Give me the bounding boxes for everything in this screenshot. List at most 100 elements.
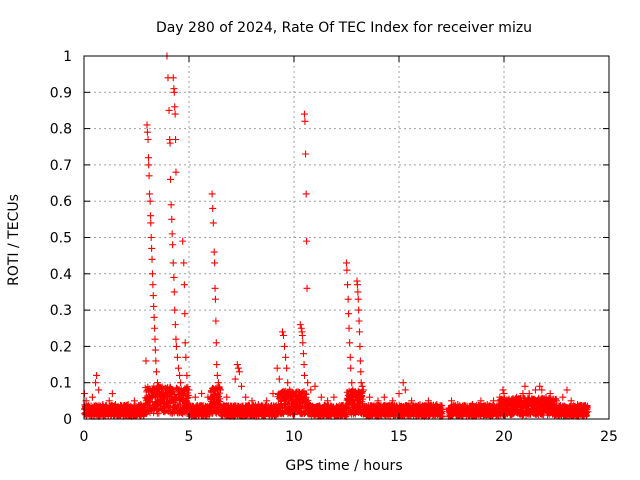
y-tick-label: 0.7 bbox=[50, 158, 72, 174]
data-point bbox=[151, 346, 159, 354]
data-point bbox=[282, 353, 290, 361]
data-point bbox=[519, 390, 527, 398]
x-axis-label: GPS time / hours bbox=[285, 458, 402, 474]
y-tick-label: 0.2 bbox=[50, 339, 72, 355]
data-point bbox=[343, 259, 350, 267]
data-point bbox=[150, 313, 158, 321]
data-point bbox=[499, 386, 507, 394]
data-point bbox=[191, 393, 199, 401]
data-point bbox=[158, 390, 166, 398]
data-point bbox=[169, 241, 177, 249]
data-point bbox=[118, 404, 126, 412]
data-point bbox=[448, 397, 455, 405]
data-point bbox=[280, 332, 287, 340]
data-point bbox=[521, 382, 529, 390]
data-point bbox=[345, 324, 353, 332]
data-point bbox=[278, 328, 286, 336]
data-point bbox=[181, 339, 189, 347]
data-point bbox=[357, 368, 365, 376]
data-point bbox=[172, 135, 180, 143]
data-point bbox=[299, 350, 307, 358]
data-point bbox=[553, 397, 560, 405]
data-point bbox=[145, 161, 153, 169]
data-point bbox=[433, 400, 441, 408]
data-point bbox=[542, 393, 550, 401]
data-point bbox=[416, 400, 424, 408]
data-point bbox=[173, 353, 181, 361]
data-points bbox=[80, 52, 592, 416]
data-point bbox=[142, 357, 150, 365]
data-point bbox=[301, 117, 309, 125]
data-point bbox=[168, 230, 176, 238]
data-point bbox=[169, 259, 177, 267]
data-point bbox=[355, 317, 363, 325]
data-point bbox=[284, 379, 292, 387]
data-point bbox=[303, 284, 311, 292]
x-axis: 0 5 10 15 20 25 bbox=[80, 56, 618, 445]
data-point bbox=[401, 386, 409, 394]
data-point bbox=[234, 364, 242, 372]
data-point bbox=[437, 404, 445, 412]
data-point bbox=[209, 219, 217, 227]
data-point bbox=[281, 342, 289, 350]
data-point bbox=[209, 204, 217, 212]
data-point bbox=[198, 390, 206, 398]
data-point bbox=[170, 273, 178, 281]
data-point bbox=[149, 281, 157, 289]
data-point bbox=[346, 339, 354, 347]
data-point bbox=[300, 361, 308, 369]
data-point bbox=[395, 390, 403, 398]
data-point bbox=[212, 317, 220, 325]
x-tick-label: 20 bbox=[495, 429, 513, 445]
data-point bbox=[172, 168, 180, 176]
data-point bbox=[93, 371, 101, 379]
data-point bbox=[424, 397, 432, 405]
y-tick-label: 0.9 bbox=[50, 85, 72, 101]
data-point bbox=[92, 379, 100, 387]
data-point bbox=[263, 397, 271, 405]
data-point bbox=[269, 390, 277, 398]
data-point bbox=[532, 386, 539, 394]
data-point bbox=[301, 110, 308, 118]
data-point bbox=[95, 386, 103, 394]
data-point bbox=[574, 400, 581, 408]
data-point bbox=[248, 397, 256, 405]
data-point bbox=[357, 379, 365, 387]
data-point bbox=[408, 397, 416, 405]
data-point bbox=[152, 368, 160, 376]
y-tick-label: 1 bbox=[63, 49, 72, 65]
data-point bbox=[254, 400, 262, 408]
data-point bbox=[303, 237, 311, 245]
dense-point-cloud bbox=[81, 383, 591, 420]
data-point bbox=[356, 342, 364, 350]
data-point bbox=[154, 379, 161, 387]
data-point bbox=[296, 321, 304, 329]
data-point bbox=[144, 135, 152, 143]
data-point bbox=[536, 382, 544, 390]
data-point bbox=[242, 393, 250, 401]
data-point bbox=[168, 215, 176, 223]
data-point bbox=[152, 357, 160, 365]
data-point bbox=[298, 332, 306, 340]
data-point bbox=[235, 368, 243, 376]
data-point bbox=[105, 397, 113, 405]
data-point bbox=[155, 382, 163, 390]
data-point bbox=[346, 353, 354, 361]
data-point bbox=[176, 371, 184, 379]
data-point bbox=[283, 364, 291, 372]
data-point bbox=[477, 397, 485, 405]
data-point bbox=[177, 379, 185, 387]
data-point bbox=[175, 364, 182, 372]
data-point bbox=[144, 154, 152, 162]
data-point bbox=[490, 397, 497, 405]
data-point bbox=[353, 281, 361, 289]
data-point bbox=[146, 197, 154, 205]
data-point bbox=[212, 339, 220, 347]
data-point bbox=[213, 361, 221, 369]
data-point bbox=[496, 393, 504, 401]
y-tick-label: 0.4 bbox=[50, 267, 72, 283]
data-point bbox=[185, 386, 193, 394]
data-point bbox=[145, 172, 153, 180]
data-point bbox=[211, 259, 219, 267]
data-point bbox=[275, 375, 283, 383]
